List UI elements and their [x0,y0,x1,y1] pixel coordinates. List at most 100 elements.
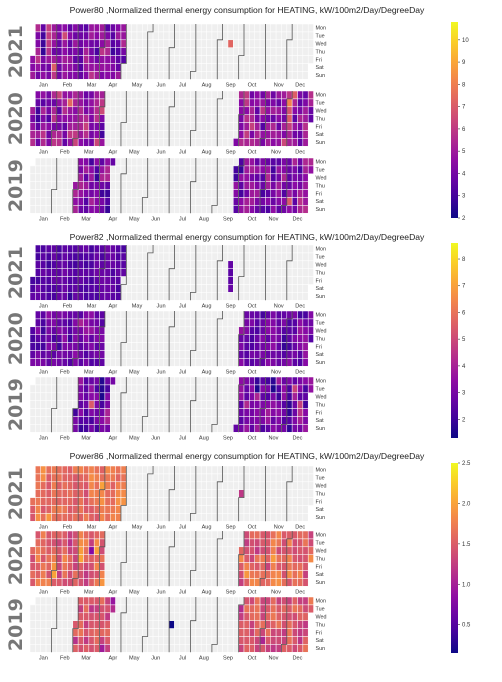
day-cell [152,636,159,645]
day-cell [174,538,181,548]
day-cell [190,644,197,653]
day-cell [72,106,79,115]
day-cell [77,473,84,483]
day-cell [217,612,223,621]
day-cell [206,39,213,48]
day-cell [243,55,250,64]
day-cell [142,71,148,80]
day-cell [307,530,314,540]
day-cell [307,554,314,563]
weekday-label: Thu [316,116,325,122]
day-cell [51,612,58,621]
month-label: Mar [87,303,97,309]
weekday-label: Tue [316,607,325,613]
day-cell [227,416,234,425]
day-cell [104,310,111,320]
day-cell [45,644,52,653]
day-cell [67,358,74,367]
day-cell [163,31,170,41]
day-cell [104,620,111,629]
day-cell [51,505,58,514]
day-cell [99,157,106,167]
day-cell [29,620,36,629]
day-cell [131,31,138,41]
day-cell [168,424,175,433]
day-cell [179,554,186,563]
day-cell [56,122,63,131]
day-cell [179,55,186,64]
day-cell [200,505,207,514]
day-cell [163,546,170,555]
day-cell [61,505,68,514]
day-cell [243,342,250,351]
day-cell [51,392,58,401]
day-cell [254,173,261,182]
day-cell [259,138,266,147]
day-cell [275,636,282,645]
day-cell [238,376,245,386]
day-cell [200,55,207,64]
day-cell [40,628,47,637]
weekday-label: Tue [316,34,325,40]
day-cell [286,244,293,254]
day-cell [217,90,223,100]
day-cell [152,157,159,167]
weekday-label: Sun [316,360,326,366]
day-cell [147,489,154,498]
day-cell [83,334,90,343]
day-cell [259,47,266,56]
day-cell [163,334,170,343]
day-cell [35,252,41,262]
day-cell [297,260,304,269]
day-cell [83,106,90,115]
month-label: Feb [63,303,73,309]
day-cell [275,376,282,386]
day-cell [174,481,181,490]
day-cell [179,342,186,351]
day-cell [67,276,74,285]
day-cell [115,392,122,401]
day-cell [227,400,234,409]
day-cell [302,260,309,269]
day-cell [249,465,255,475]
day-cell [200,489,207,498]
day-cell [40,138,47,147]
day-cell [259,260,266,269]
day-cell [179,334,186,343]
day-cell [222,181,229,190]
day-cell [88,47,95,56]
day-cell [200,114,207,123]
day-cell [249,310,255,320]
day-cell [67,424,74,433]
weekday-label: Wed [316,614,327,620]
day-cell [131,47,138,56]
day-cell [222,334,229,343]
day-cell [88,114,95,123]
day-cell [243,465,250,475]
day-cell [211,63,218,72]
day-cell [158,106,164,115]
month-boundary [120,158,127,214]
day-cell [243,244,250,254]
day-cell [233,310,239,320]
day-cell [115,106,122,115]
day-cell [184,252,191,262]
day-cell [142,350,148,359]
day-cell [195,292,202,301]
day-cell [163,578,170,587]
day-cell [147,628,154,637]
day-cell [291,489,298,498]
day-cell [179,63,186,72]
day-cell [147,578,154,587]
day-cell [270,165,277,175]
day-cell [93,424,100,433]
day-cell [152,513,159,522]
month-boundary [238,158,245,214]
day-cell [227,620,234,629]
day-cell [291,481,298,490]
day-cell [222,284,229,293]
day-cell [77,71,84,80]
day-cell [195,546,202,555]
day-cell [67,465,74,475]
day-cell [61,268,68,277]
